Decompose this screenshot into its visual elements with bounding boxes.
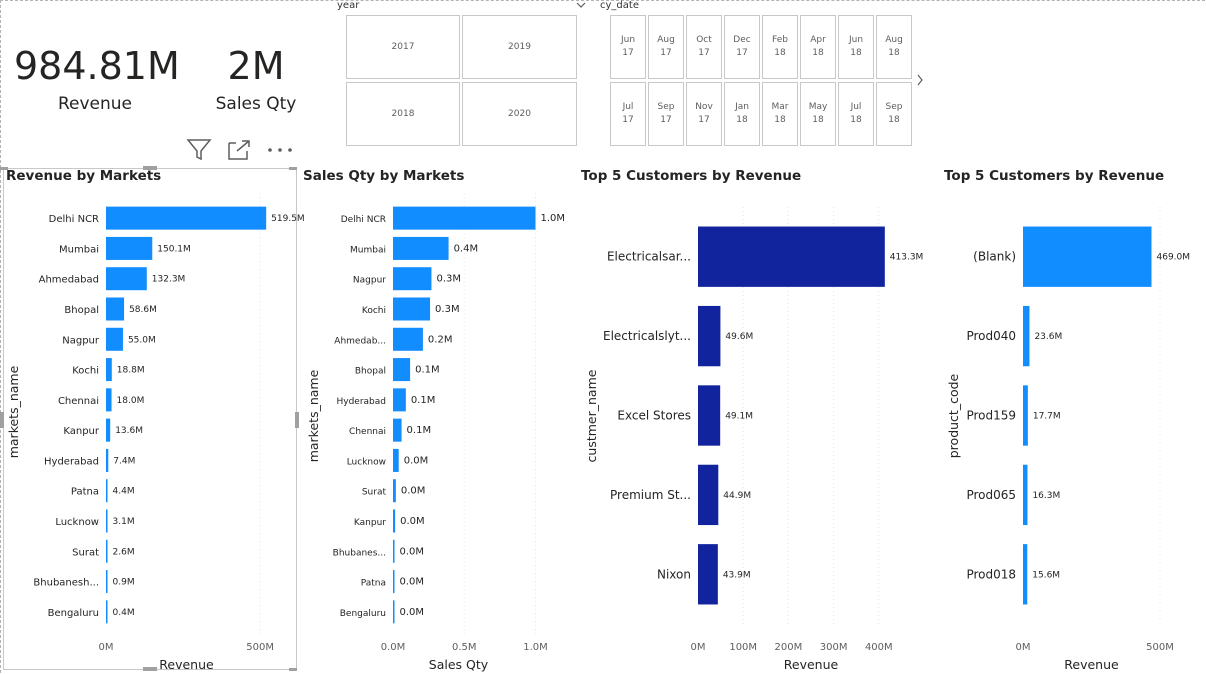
selected-visual-border: [3, 168, 297, 670]
cy-date-option[interactable]: Jan 18: [724, 82, 760, 146]
year-option[interactable]: 2019: [462, 15, 577, 79]
cy-date-option[interactable]: Mar 18: [762, 82, 798, 146]
year-slicer-title: year: [337, 0, 360, 11]
cy-date-option[interactable]: Jul 18: [838, 82, 874, 146]
more-options-icon[interactable]: [267, 146, 293, 154]
filter-icon[interactable]: [186, 138, 212, 162]
cy-date-option[interactable]: Oct 17: [686, 15, 722, 79]
cy-date-option[interactable]: Nov 17: [686, 82, 722, 146]
resize-handle[interactable]: [289, 167, 297, 170]
top-customers-title: Top 5 Customers by Revenue: [581, 168, 802, 184]
sales-qty-kpi-label: Sales Qty: [215, 94, 297, 114]
cy-date-option[interactable]: Jun 18: [838, 15, 874, 79]
chevron-right-icon[interactable]: [916, 73, 924, 87]
revenue-kpi-label: Revenue: [57, 94, 133, 114]
focus-mode-icon[interactable]: [227, 139, 251, 161]
cy-date-option[interactable]: Aug 17: [648, 15, 684, 79]
cy-date-option[interactable]: Dec 17: [724, 15, 760, 79]
sales-qty-kpi-value: 2M: [227, 44, 285, 88]
resize-handle[interactable]: [0, 412, 4, 428]
year-option[interactable]: 2017: [346, 15, 460, 79]
cy-date-option[interactable]: Sep 17: [648, 82, 684, 146]
cy-date-slicer-title: cy_date: [600, 0, 639, 11]
sales-qty-by-markets-title: Sales Qty by Markets: [303, 168, 465, 184]
chevron-down-icon[interactable]: [576, 1, 586, 9]
resize-handle[interactable]: [0, 167, 8, 170]
cy-date-option[interactable]: Jul 17: [610, 82, 646, 146]
top-products-title: Top 5 Customers by Revenue: [944, 168, 1165, 184]
cy-date-option[interactable]: Aug 18: [876, 15, 912, 79]
year-option[interactable]: 2020: [462, 82, 577, 146]
cy-date-option[interactable]: Jun 17: [610, 15, 646, 79]
cy-date-option[interactable]: May 18: [800, 82, 836, 146]
resize-handle[interactable]: [295, 412, 299, 428]
resize-handle[interactable]: [143, 667, 157, 671]
resize-handle[interactable]: [289, 668, 297, 671]
resize-handle[interactable]: [143, 166, 157, 170]
revenue-by-markets-title: Revenue by Markets: [6, 168, 162, 184]
cy-date-option[interactable]: Apr 18: [800, 15, 836, 79]
cy-date-option[interactable]: Feb 18: [762, 15, 798, 79]
cy-date-option[interactable]: Sep 18: [876, 82, 912, 146]
revenue-kpi-value: 984.81M: [14, 44, 180, 88]
year-option[interactable]: 2018: [346, 82, 460, 146]
